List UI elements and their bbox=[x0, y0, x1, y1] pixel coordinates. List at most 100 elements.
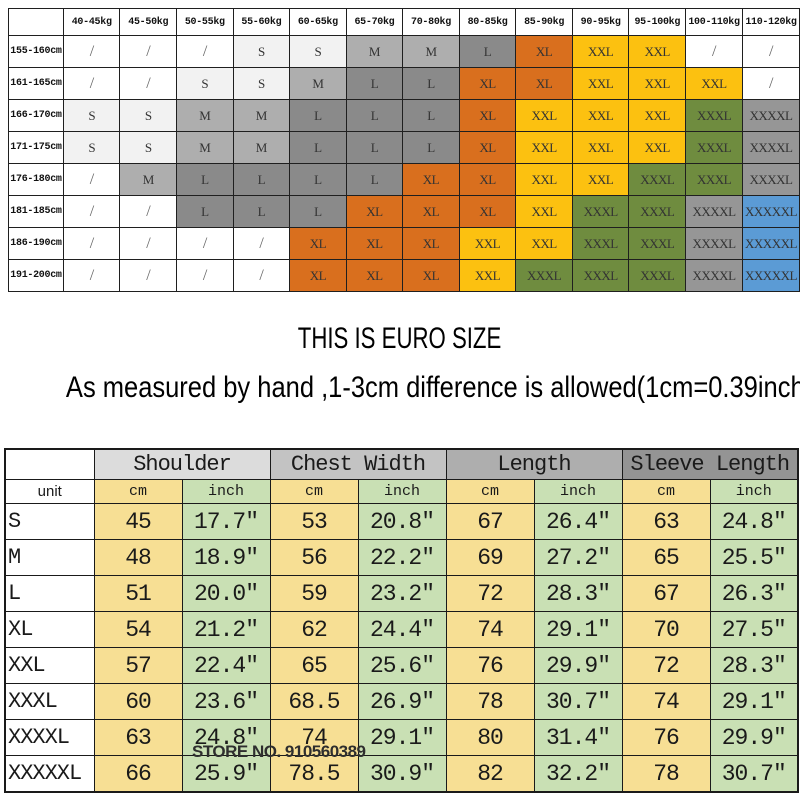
inch-value-cell: 27.5" bbox=[709, 611, 799, 648]
height-row-header: 176-180cm bbox=[8, 163, 64, 196]
size-cell: XXXXXL bbox=[741, 195, 800, 228]
matrix-header: 40-45kg 45-50kg 50-55kg 55-60kg 60-65kg 65-70… bbox=[8, 8, 800, 36]
inch-unit-cell: inch bbox=[357, 479, 447, 504]
weight-column-header: 110-120kg bbox=[741, 8, 800, 36]
inch-value-cell: 32.2" bbox=[533, 755, 623, 793]
inch-value-cell: 30.9" bbox=[357, 755, 447, 793]
size-cell-empty: / bbox=[176, 35, 234, 68]
inch-value-cell: 26.3" bbox=[709, 575, 799, 612]
inch-value-cell: 18.9" bbox=[181, 539, 271, 576]
size-cell: S bbox=[119, 131, 178, 164]
size-cell-empty: / bbox=[741, 67, 800, 100]
inch-value-cell: 29.9" bbox=[533, 647, 623, 684]
size-cell: L bbox=[176, 195, 234, 228]
cm-value-cell: 57 bbox=[93, 647, 183, 684]
size-cell: XL bbox=[458, 67, 517, 100]
size-cell-empty: / bbox=[232, 259, 291, 292]
size-cell: L bbox=[345, 99, 404, 132]
cm-value-cell: 65 bbox=[269, 647, 359, 684]
size-cell: XL bbox=[289, 259, 347, 292]
euro-size-note: THIS IS EURO SIZE bbox=[0, 322, 800, 356]
inch-value-cell: 25.9" bbox=[181, 755, 271, 793]
measurements-corner-cell bbox=[4, 448, 95, 480]
size-cell: XL bbox=[458, 195, 517, 228]
size-cell: S bbox=[62, 99, 121, 132]
size-label-cell: XXXXXL bbox=[4, 755, 95, 793]
inch-value-cell: 17.7" bbox=[181, 503, 271, 540]
size-cell-empty: / bbox=[62, 259, 121, 292]
inch-value-cell: 22.4" bbox=[181, 647, 271, 684]
size-cell: L bbox=[458, 35, 517, 68]
size-cell: XXXL bbox=[571, 195, 630, 228]
size-cell: XXXXL bbox=[741, 99, 800, 132]
size-cell: XL bbox=[402, 259, 460, 292]
size-cell-empty: / bbox=[176, 227, 234, 260]
cm-unit-cell: cm bbox=[621, 479, 711, 504]
euro-size-note-text: THIS IS EURO SIZE bbox=[298, 322, 502, 355]
size-cell: XL bbox=[289, 227, 347, 260]
size-label-cell: L bbox=[4, 575, 95, 612]
size-cell-empty: / bbox=[62, 35, 121, 68]
size-label-cell: M bbox=[4, 539, 95, 576]
size-label-cell: XXXL bbox=[4, 683, 95, 720]
size-cell: XXL bbox=[571, 35, 630, 68]
size-cell: XL bbox=[458, 163, 517, 196]
cm-value-cell: 51 bbox=[93, 575, 183, 612]
inch-value-cell: 31.4" bbox=[533, 719, 623, 756]
inch-value-cell: 27.2" bbox=[533, 539, 623, 576]
measurement-row: XL 54 21.2" 62 24.4" 74 29.1" 70 27.5" bbox=[4, 611, 799, 648]
inch-value-cell: 24.8" bbox=[709, 503, 799, 540]
size-cell: L bbox=[402, 131, 460, 164]
inch-value-cell: 24.8" bbox=[181, 719, 271, 756]
size-cell: XXXL bbox=[685, 131, 743, 164]
inch-value-cell: 21.2" bbox=[181, 611, 271, 648]
cm-value-cell: 78 bbox=[621, 755, 711, 793]
size-cell: XXXL bbox=[628, 195, 687, 228]
size-cell: M bbox=[119, 163, 178, 196]
inch-value-cell: 20.0" bbox=[181, 575, 271, 612]
size-cell-empty: / bbox=[119, 67, 178, 100]
height-row-header: 171-175cm bbox=[8, 131, 64, 164]
size-cell: L bbox=[232, 195, 291, 228]
unit-label-cell: unit bbox=[4, 479, 95, 504]
size-cell-empty: / bbox=[119, 259, 178, 292]
cm-value-cell: 54 bbox=[93, 611, 183, 648]
size-cell-empty: / bbox=[741, 35, 800, 68]
height-row-header: 155-160cm bbox=[8, 35, 64, 68]
measurement-group-header: Chest Width bbox=[269, 448, 447, 480]
cm-value-cell: 63 bbox=[93, 719, 183, 756]
height-row: 186-190cm / / / / XL XL XL XXL XXL XXXL XXXL XXXXL XX… bbox=[8, 227, 800, 260]
inch-value-cell: 26.9" bbox=[357, 683, 447, 720]
size-cell: XXXXL bbox=[685, 259, 743, 292]
weight-column-header: 50-55kg bbox=[176, 8, 234, 36]
size-cell: XL bbox=[515, 67, 573, 100]
size-cell-empty: / bbox=[119, 227, 178, 260]
cm-value-cell: 76 bbox=[621, 719, 711, 756]
size-cell: XXL bbox=[571, 131, 630, 164]
size-cell: M bbox=[402, 35, 460, 68]
measurement-group-header: Length bbox=[445, 448, 623, 480]
size-cell: XL bbox=[402, 195, 460, 228]
size-cell: XXXXL bbox=[685, 227, 743, 260]
height-row-header: 191-200cm bbox=[8, 259, 64, 292]
inch-value-cell: 30.7" bbox=[533, 683, 623, 720]
height-row: 161-165cm / / S S M L L XL XL XXL XXL XXL / bbox=[8, 67, 800, 100]
unit-row: unit cm inch cm inch cm inch cm inch bbox=[4, 479, 799, 504]
weight-column-header: 55-60kg bbox=[232, 8, 291, 36]
height-row-header: 186-190cm bbox=[8, 227, 64, 260]
size-cell: L bbox=[345, 131, 404, 164]
cm-unit-cell: cm bbox=[93, 479, 183, 504]
inch-value-cell: 29.1" bbox=[357, 719, 447, 756]
height-row: 155-160cm / / / S S M M L XL XXL XXL / / bbox=[8, 35, 800, 68]
size-cell: XL bbox=[345, 227, 404, 260]
height-row: 181-185cm / / L L L XL XL XL XXL XXXL XXXL XXXXL XXXX… bbox=[8, 195, 800, 228]
size-cell: M bbox=[176, 99, 234, 132]
inch-value-cell: 29.9" bbox=[709, 719, 799, 756]
size-cell: XXXL bbox=[571, 259, 630, 292]
size-cell: XL bbox=[515, 35, 573, 68]
size-cell: XXL bbox=[628, 131, 687, 164]
measurement-group-row: Shoulder Chest Width Length Sleeve Length bbox=[4, 448, 799, 480]
size-cell: L bbox=[345, 67, 404, 100]
weight-column-header: 65-70kg bbox=[345, 8, 404, 36]
weight-column-header: 100-110kg bbox=[685, 8, 743, 36]
